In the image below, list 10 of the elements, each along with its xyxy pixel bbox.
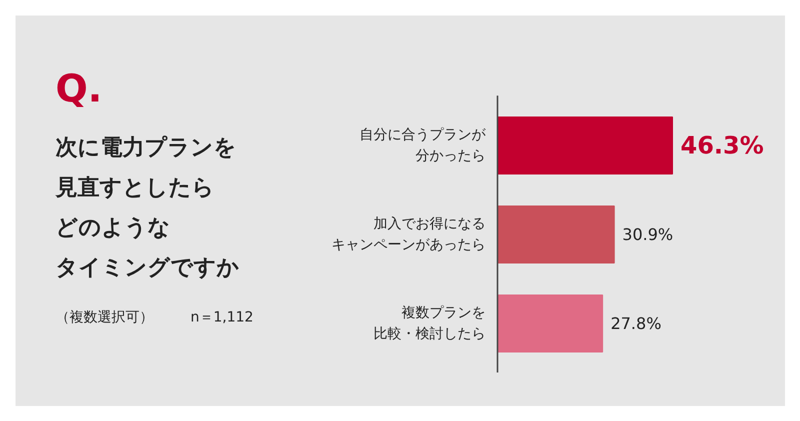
y-tick-label: 自分に合うプランが分かったら bbox=[360, 127, 486, 164]
y-tick-label: 複数プランを比較・検討したら bbox=[374, 305, 486, 342]
data-label: 30.9% bbox=[622, 225, 674, 244]
text: n＝1,112 bbox=[190, 310, 254, 326]
data-label: 27.8% bbox=[610, 314, 662, 333]
text: Q. bbox=[56, 66, 102, 110]
text: （複数選択可） bbox=[56, 310, 154, 326]
data-label: 46.3% bbox=[680, 132, 764, 160]
text: 次に電力プランを見直すとしたらどのようなタイミングですか bbox=[54, 136, 240, 280]
y-tick-label: 加入でお得になるキャンペーンがあったら bbox=[332, 216, 486, 253]
